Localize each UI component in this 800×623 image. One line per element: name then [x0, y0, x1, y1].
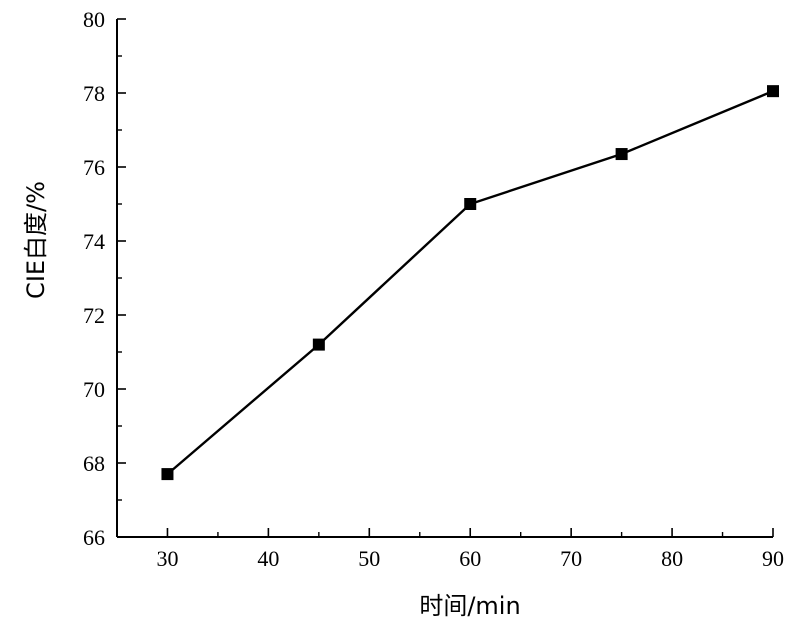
x-tick-label: 80 — [661, 546, 683, 571]
series — [161, 85, 779, 481]
y-tick-label: 66 — [83, 525, 105, 550]
ticks: 30 40 50 60 70 80 90 66 68 70 72 74 76 78 80 — [83, 7, 784, 571]
x-tick-label: 40 — [257, 546, 279, 571]
y-tick-label: 70 — [83, 377, 105, 402]
y-tick-label: 74 — [83, 229, 105, 254]
x-tick-label: 50 — [358, 546, 380, 571]
series-line — [166, 90, 774, 476]
y-axis-title: CIE白度/% — [22, 181, 50, 299]
data-point — [161, 468, 174, 481]
y-tick-label: 76 — [83, 155, 105, 180]
data-point — [767, 85, 779, 98]
x-axis-title: 时间/min — [419, 592, 520, 620]
y-tick-label: 72 — [83, 303, 105, 328]
y-tick-label: 78 — [83, 81, 105, 106]
x-tick-label: 90 — [762, 546, 784, 571]
y-tick-label: 68 — [83, 451, 105, 476]
y-tick-label: 80 — [83, 7, 105, 32]
x-tick-label: 30 — [156, 546, 178, 571]
axes — [116, 19, 773, 538]
data-point — [464, 198, 477, 210]
data-point — [615, 148, 628, 161]
x-tick-label: 70 — [560, 546, 582, 571]
data-point — [312, 338, 325, 351]
x-tick-label: 60 — [459, 546, 481, 571]
